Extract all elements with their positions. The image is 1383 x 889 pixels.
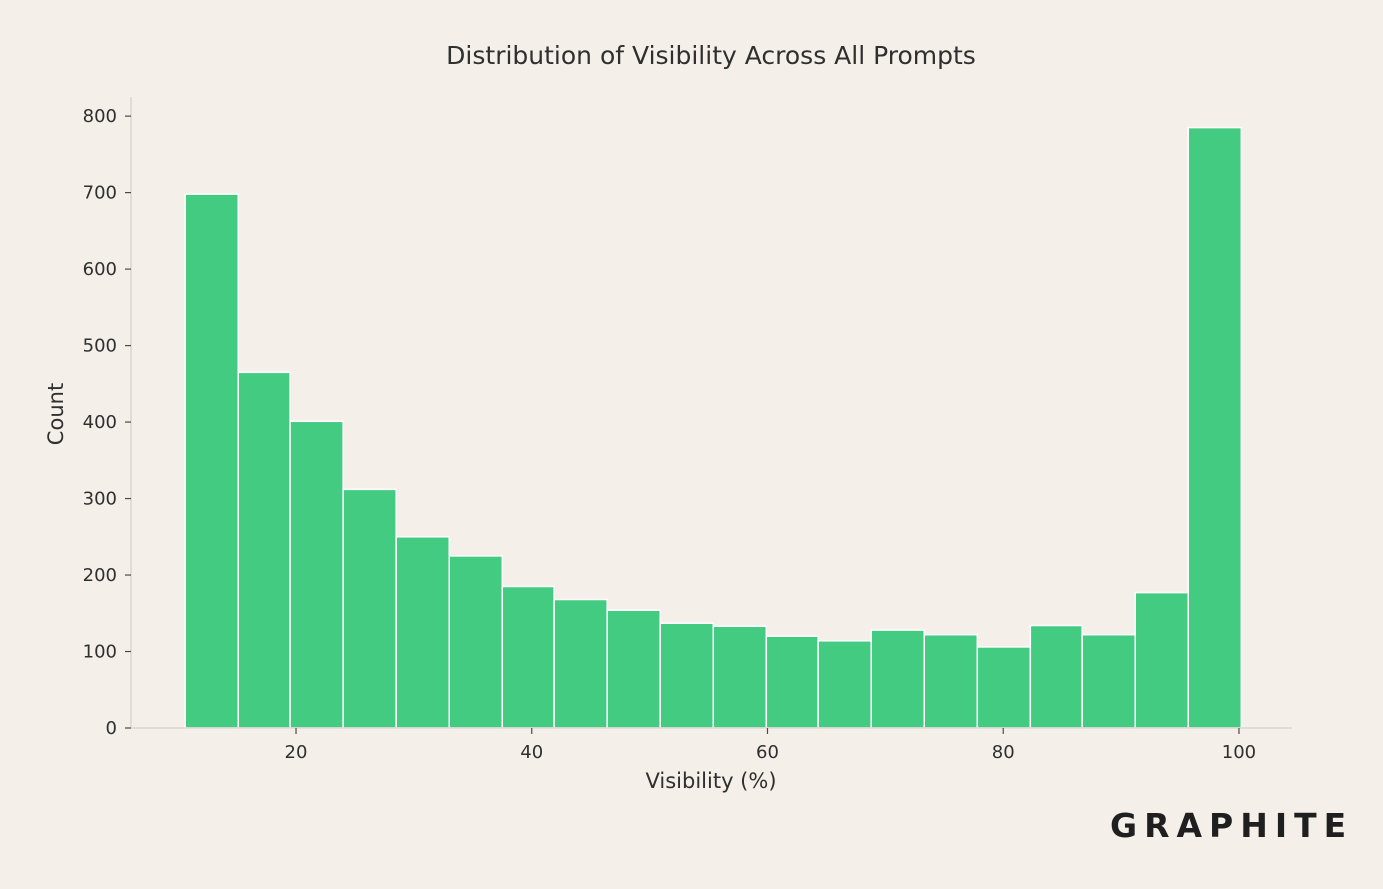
x-tick-label: 80: [992, 742, 1015, 763]
histogram-bar: [237, 371, 291, 729]
x-tick-label: 20: [285, 742, 308, 763]
histogram-bar: [923, 633, 979, 729]
y-axis-label: Count: [44, 383, 68, 445]
histogram-bar: [342, 488, 397, 729]
y-tick-label: 200: [83, 565, 117, 586]
x-tick-label: 60: [756, 742, 779, 763]
histogram-bar: [1134, 591, 1190, 729]
y-tick-label: 600: [83, 259, 117, 280]
y-tick-label: 100: [83, 642, 117, 663]
histogram-bar: [289, 420, 344, 729]
histogram-bar: [448, 555, 504, 729]
histogram-bar: [395, 536, 450, 729]
histogram-bar: [1029, 624, 1083, 729]
bars-layer: [184, 126, 1243, 729]
y-tick-label: 700: [83, 183, 117, 204]
histogram-bar: [659, 622, 715, 729]
y-tick-label: 500: [83, 336, 117, 357]
histogram-bar: [712, 625, 768, 729]
y-tick-label: 800: [83, 106, 117, 127]
histogram-bar: [184, 193, 240, 729]
axes-layer: [130, 97, 1292, 729]
y-ticks-layer: 0 100 200 300 400 500 600 700 800: [83, 106, 131, 739]
histogram-bar: [501, 585, 555, 729]
y-tick-label: 400: [83, 412, 117, 433]
x-ticks-layer: 20 40 60 80 100: [285, 728, 1256, 763]
histogram-bar: [1081, 633, 1136, 729]
x-tick-label: 40: [520, 742, 543, 763]
histogram-bar: [870, 629, 926, 729]
graphite-logo: GRAPHITE: [1110, 806, 1354, 845]
histogram-bar: [817, 640, 872, 729]
y-tick-label: 0: [106, 718, 117, 739]
histogram-bar: [1187, 126, 1243, 729]
chart-title: Distribution of Visibility Across All Pr…: [446, 41, 976, 70]
histogram-bar: [765, 635, 819, 729]
histogram-bar: [606, 609, 661, 729]
histogram-bar: [976, 646, 1032, 729]
histogram-bar: [553, 598, 608, 729]
y-tick-label: 300: [83, 489, 117, 510]
x-axis-label: Visibility (%): [645, 769, 776, 793]
x-tick-label: 100: [1222, 742, 1256, 763]
